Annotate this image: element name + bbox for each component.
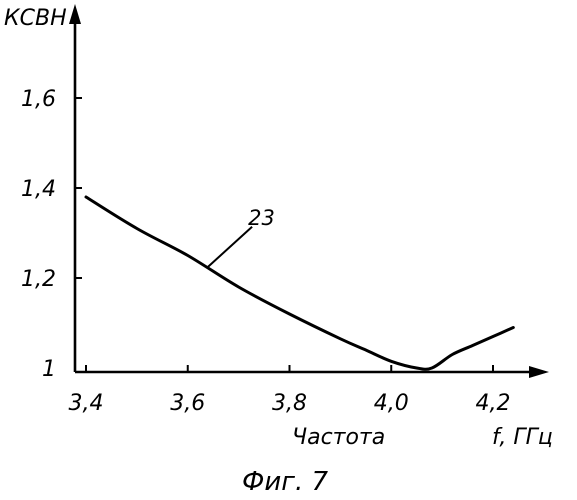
y-tick-label: 1,4 bbox=[21, 177, 56, 202]
x-tick-label: 3,6 bbox=[170, 391, 205, 416]
y-axis-title: КСВН bbox=[4, 6, 67, 31]
y-axis-arrow bbox=[69, 4, 81, 24]
x-tick-label: 4,0 bbox=[374, 391, 409, 416]
x-tick-label: 3,4 bbox=[69, 391, 104, 416]
series-line-23 bbox=[86, 197, 513, 369]
x-axis-title: Частота bbox=[292, 425, 385, 450]
x-tick-label: 3,8 bbox=[272, 391, 307, 416]
y-tick-label: 1,6 bbox=[21, 87, 56, 112]
y-tick-label: 1 bbox=[42, 357, 56, 382]
curve-annotation-label: 23 bbox=[248, 206, 275, 230]
y-tick-label: 1,2 bbox=[21, 267, 56, 292]
x-axis-unit: f, ГГц bbox=[492, 425, 553, 450]
series-layer bbox=[86, 197, 513, 369]
x-tick-label: 4,2 bbox=[476, 391, 511, 416]
figure-caption: Фиг. 7 bbox=[242, 467, 328, 497]
x-axis-arrow bbox=[529, 366, 549, 378]
curve-annotation-leader bbox=[208, 227, 252, 267]
